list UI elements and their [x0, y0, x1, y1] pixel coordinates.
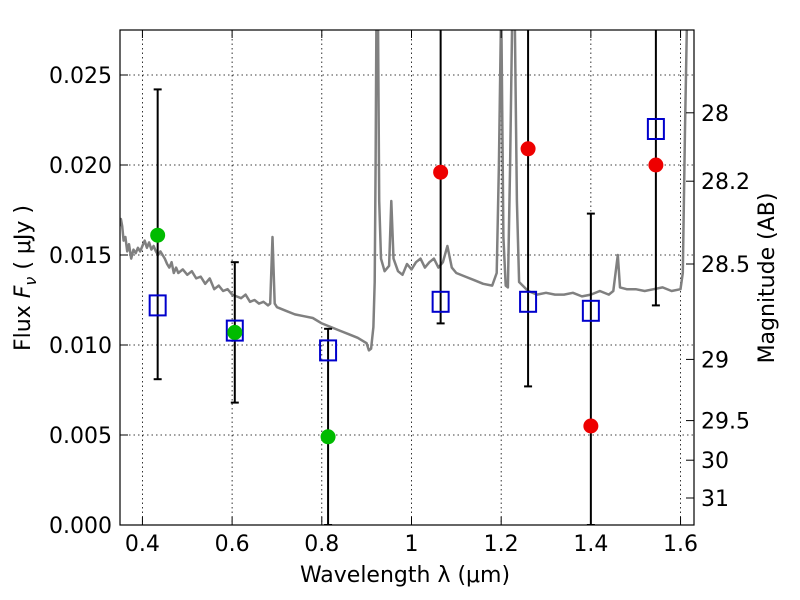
y-tick-label: 0.025: [49, 64, 112, 89]
optical-photometry-point: [150, 227, 166, 243]
model-square-marker: [148, 294, 167, 317]
x-axis: 0.4 0.6 0.8 1 1.2 1.4 1.6: [125, 30, 698, 557]
mag-tick-label: 28.5: [701, 253, 750, 278]
x-tick-label: 0.6: [215, 532, 250, 557]
x-tick-label: 1.2: [484, 532, 519, 557]
plot-area: [120, 30, 694, 525]
model-square-marker: [225, 319, 244, 342]
y-axis-label-symbol: F: [11, 285, 36, 298]
mag-tick-label: 28.2: [701, 170, 750, 195]
mag-tick-label: 29.5: [701, 410, 750, 435]
y-axis-label: Flux Fν ( μJy ): [11, 205, 40, 351]
y-axis: 0.000 0.005 0.010 0.015 0.020 0.025: [49, 64, 128, 539]
mag-tick-label: 31: [701, 487, 729, 512]
model-square-marker: [319, 339, 338, 362]
x-tick-label: 1.6: [663, 532, 698, 557]
model-square-marker: [581, 299, 600, 322]
optical-photometry-point: [227, 324, 243, 340]
nir-photometry-point: [583, 418, 599, 434]
model-square-marker: [431, 290, 450, 313]
nir-photometry-point: [648, 157, 664, 173]
y-tick-label: 0.005: [49, 424, 112, 449]
optical-photometry-point: [320, 429, 336, 445]
mag-tick-label: 29: [701, 348, 729, 373]
y-tick-label: 0.015: [49, 244, 112, 269]
y-tick-label: 0.010: [49, 334, 112, 359]
model-square-marker: [519, 290, 538, 313]
plot-frame: [119, 29, 695, 526]
right-axis-label: Magnitude (AB): [755, 193, 780, 364]
right-magnitude-axis: 28 28.2 28.5 29 29.5 30 31: [686, 102, 750, 512]
y-axis-label-prefix: Flux: [11, 298, 36, 351]
mag-tick-label: 30: [701, 449, 729, 474]
plot-layer: [120, 30, 689, 525]
y-axis-label-unit: ( μJy ): [11, 205, 36, 277]
x-tick-label: 0.4: [125, 532, 160, 557]
mag-tick-label: 28: [701, 102, 729, 127]
y-tick-label: 0.000: [49, 514, 112, 539]
nir-photometry-point: [520, 141, 536, 157]
x-axis-label: Wavelength λ (μm): [300, 563, 510, 588]
y-tick-label: 0.020: [49, 154, 112, 179]
x-tick-label: 1.4: [573, 532, 608, 557]
model-square-marker: [646, 118, 665, 140]
nir-photometry-point: [433, 164, 449, 180]
y-axis-label-subscript: ν: [21, 277, 40, 286]
x-tick-label: 1: [404, 532, 418, 557]
x-tick-label: 0.8: [304, 532, 339, 557]
